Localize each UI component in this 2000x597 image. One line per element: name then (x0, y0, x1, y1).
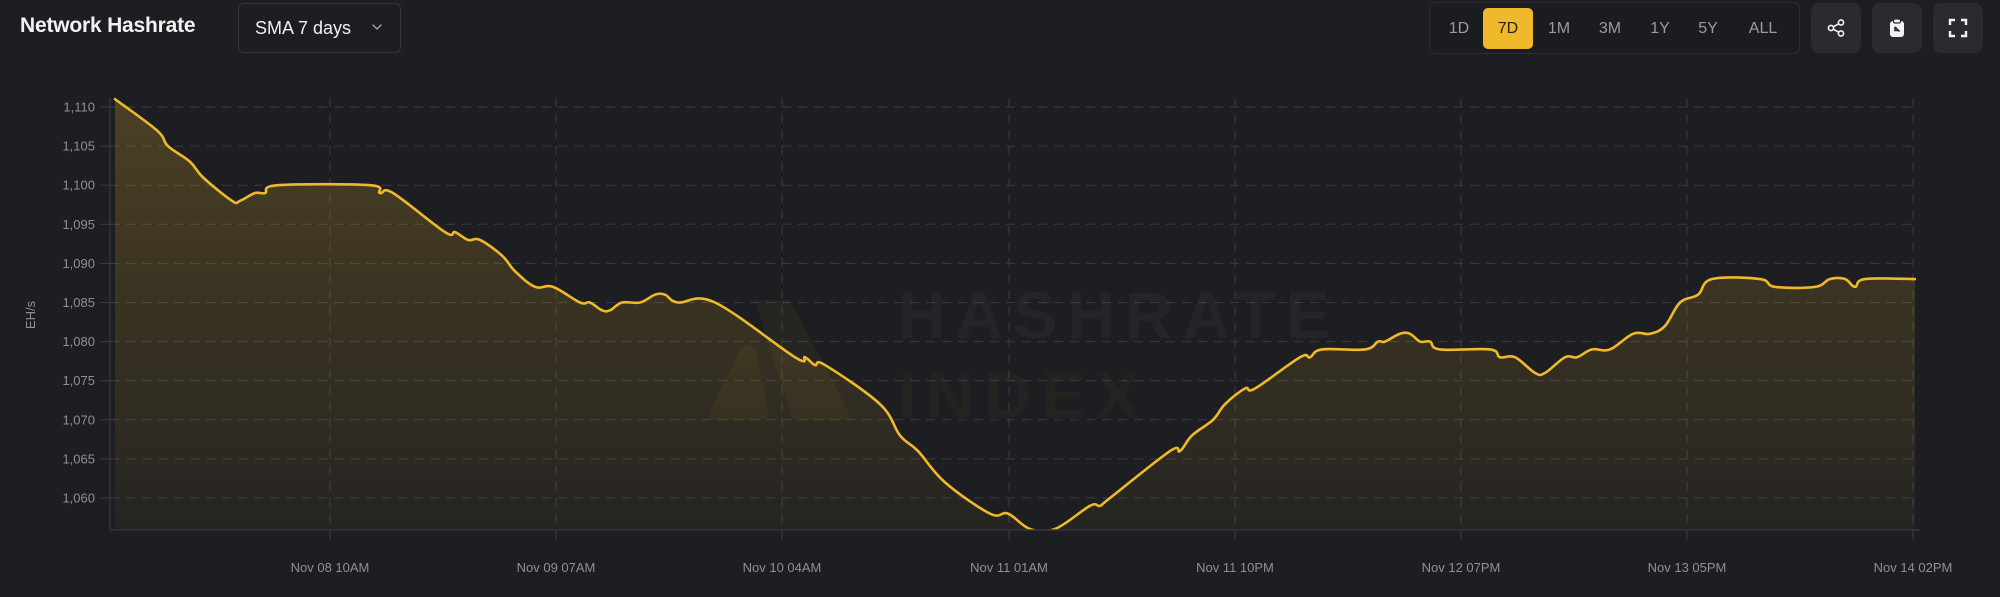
hashrate-area-fill (115, 99, 1915, 530)
svg-text:INDEX: INDEX (898, 358, 1150, 432)
x-tick-label: Nov 12 07PM (1422, 560, 1501, 575)
y-tick-label: 1,105 (62, 139, 95, 154)
y-tick-label: 1,080 (62, 334, 95, 349)
sma-select-value: SMA 7 days (255, 17, 352, 38)
y-tick-label: 1,070 (62, 412, 95, 427)
y-tick-label: 1,060 (62, 491, 95, 506)
range-button-1y[interactable]: 1Y (1650, 19, 1670, 37)
y-tick-label: 1,110 (63, 100, 95, 115)
share-icon (1827, 19, 1845, 37)
x-tick-label: Nov 09 07AM (517, 560, 596, 575)
svg-text:HASHRATE: HASHRATE (898, 278, 1340, 352)
range-button-all[interactable]: ALL (1748, 19, 1778, 37)
fullscreen-button[interactable] (1933, 3, 1983, 53)
sma-period-select[interactable]: SMA 7 days (238, 3, 401, 53)
y-axis-label: EH/s (23, 300, 38, 329)
hashrate-line[interactable] (113, 97, 1916, 531)
y-tick-label: 1,075 (62, 373, 95, 388)
range-button-1d[interactable]: 1D (1448, 19, 1470, 37)
copy-image-button[interactable] (1872, 3, 1922, 53)
y-tick-label: 1,100 (62, 178, 95, 193)
y-tick-label: 1,095 (62, 217, 95, 232)
x-tick-label: Nov 10 04AM (743, 560, 822, 575)
x-tick-label: Nov 11 10PM (1196, 560, 1274, 575)
y-tick-label: 1,090 (62, 256, 95, 271)
x-tick-label: Nov 11 01AM (970, 560, 1048, 575)
x-tick-label: Nov 13 05PM (1648, 560, 1727, 575)
share-button[interactable] (1811, 3, 1861, 53)
y-tick-label: 1,065 (62, 451, 95, 466)
y-axis-ticks: 1,110 1,105 1,100 1,095 1,090 1,085 1,080 1,075… (62, 100, 110, 506)
chart-header: Network Hashrate SMA 7 days 1D 7D 1M 3M … (0, 0, 2000, 56)
y-tick-label: 1,085 (62, 295, 95, 310)
x-axis-ticks: Nov 08 10AM Nov 09 07AM Nov 10 04AM Nov 11 … (291, 530, 1953, 575)
x-tick-label: Nov 08 10AM (291, 560, 370, 575)
range-button-3m[interactable]: 3M (1598, 19, 1622, 37)
chevron-down-icon (372, 24, 382, 30)
time-range-group: 1D 7D 1M 3M 1Y 5Y ALL (1429, 2, 1800, 54)
clipboard-icon (1890, 18, 1904, 37)
range-button-5y[interactable]: 5Y (1698, 19, 1718, 37)
fullscreen-icon (1948, 18, 1968, 38)
x-tick-label: Nov 14 02PM (1874, 560, 1953, 575)
range-button-7d[interactable]: 7D (1483, 8, 1533, 49)
range-button-1m[interactable]: 1M (1547, 19, 1571, 37)
chart-title: Network Hashrate (20, 14, 196, 37)
